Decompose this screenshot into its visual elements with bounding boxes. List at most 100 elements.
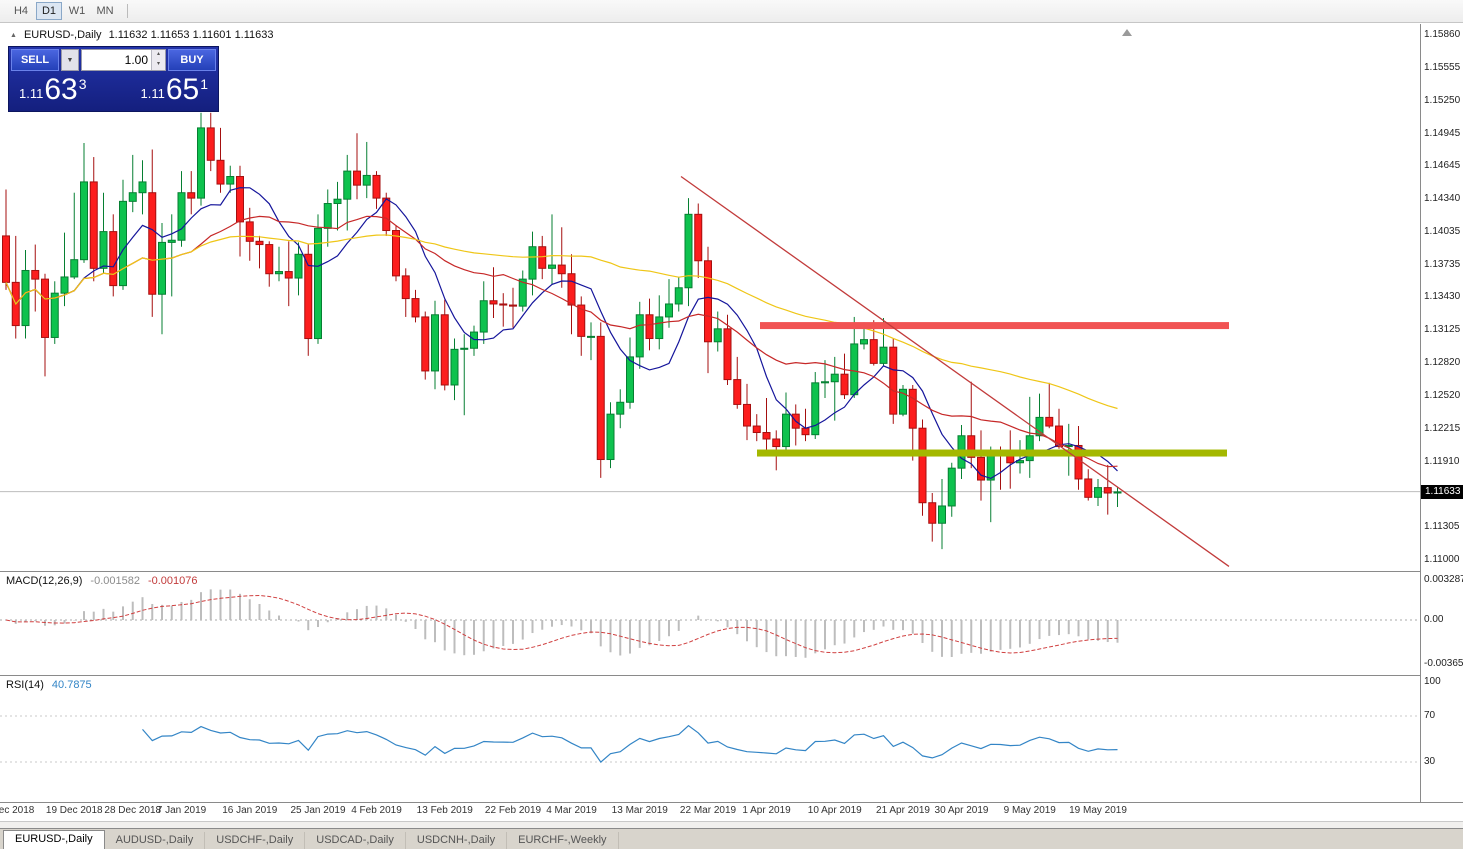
price-tick: 1.13125 <box>1424 324 1461 336</box>
ask-point: 1 <box>200 76 208 92</box>
price-chart-panel[interactable]: ▲ EURUSD-,Daily 1.11632 1.11653 1.11601 … <box>0 24 1420 571</box>
tab-usdcnh-daily[interactable]: USDCNH-,Daily <box>406 832 508 849</box>
date-label: 4 Mar 2019 <box>546 805 597 816</box>
date-label: 25 Jan 2019 <box>290 805 346 816</box>
timeframe-h4-button[interactable]: H4 <box>8 2 34 20</box>
price-tick: 1.15860 <box>1424 29 1461 40</box>
sell-button[interactable]: SELL <box>11 49 59 71</box>
date-label: 19 Dec 2018 <box>45 805 103 816</box>
spinner-down-icon[interactable]: ▾ <box>152 60 165 70</box>
chart-symbol-title: EURUSD-,Daily <box>23 29 102 41</box>
macd-chart <box>0 589 1420 658</box>
bid-point: 3 <box>78 76 87 92</box>
chart-symbol-icon: ▲ <box>10 31 17 39</box>
price-tick: 1.12820 <box>1424 357 1461 369</box>
rsi-value: 40.7875 <box>51 679 92 691</box>
rsi-axis-tick: 70 <box>1424 710 1436 721</box>
candlestick-chart[interactable] <box>0 24 1420 571</box>
date-label: 13 Feb 2019 <box>416 805 473 816</box>
tab-usdcad-daily[interactable]: USDCAD-,Daily <box>305 832 406 849</box>
date-label: 4 Feb 2019 <box>351 805 402 816</box>
rsi-chart <box>0 715 1420 763</box>
macd-axis-tick: 0.003287 <box>1424 574 1463 586</box>
buy-button[interactable]: BUY <box>168 49 216 71</box>
date-label: 28 Dec 2018 <box>104 805 162 816</box>
lot-spinner[interactable]: ▴ ▾ <box>151 50 165 70</box>
macd-histogram <box>14 589 1119 658</box>
rsi-name: RSI(14) <box>6 679 44 691</box>
price-tick: 1.14645 <box>1424 160 1461 172</box>
chart-shift-marker[interactable] <box>1122 29 1132 36</box>
lot-size-value: 1.00 <box>124 53 148 67</box>
macd-axis-tick: -0.003659 <box>1424 658 1463 670</box>
ask-prefix: 1.11 <box>140 86 165 101</box>
candles <box>2 112 1122 550</box>
lot-size-field[interactable]: 1.00 ▴ ▾ <box>81 49 166 71</box>
macd-indicator-panel[interactable]: MACD(12,26,9) -0.001582 -0.001076 <box>0 572 1420 675</box>
price-tick: 1.13735 <box>1424 258 1461 270</box>
lot-dropdown-button[interactable]: ▼ <box>61 49 79 71</box>
date-label: 30 Apr 2019 <box>934 805 989 816</box>
support-line <box>757 449 1227 457</box>
price-tick: 1.15555 <box>1424 61 1461 73</box>
rsi-axis-tick: 100 <box>1424 675 1441 687</box>
macd-label: MACD(12,26,9) -0.001582 -0.001076 <box>6 575 198 587</box>
date-label: 22 Mar 2019 <box>679 805 737 816</box>
timeframe-d1-button[interactable]: D1 <box>36 2 62 20</box>
macd-main-value: -0.001582 <box>90 575 140 587</box>
date-label: 19 May 2019 <box>1069 805 1127 816</box>
trade-controls-row: SELL ▼ 1.00 ▴ ▾ BUY <box>11 49 216 71</box>
date-label: 13 Mar 2019 <box>611 805 668 816</box>
tab-audusd-daily[interactable]: AUDUSD-,Daily <box>105 832 206 849</box>
rsi-indicator-panel[interactable]: RSI(14) 40.7875 <box>0 676 1420 802</box>
descending-trendline <box>680 175 1230 567</box>
tab-eurusd-daily[interactable]: EURUSD-,Daily <box>3 830 105 849</box>
date-label: 22 Feb 2019 <box>484 805 542 816</box>
date-label: 21 Apr 2019 <box>876 805 930 816</box>
chart-tab-bar: EURUSD-,Daily AUDUSD-,Daily USDCHF-,Dail… <box>0 828 1463 849</box>
ask-pips: 65 <box>165 73 200 106</box>
macd-signal-line <box>5 594 1118 654</box>
horizontal-scrollbar[interactable] <box>0 821 1463 828</box>
price-tick: 1.11000 <box>1424 553 1460 565</box>
ask-price: 1.11 65 1 <box>140 75 208 105</box>
resistance-line <box>760 322 1229 330</box>
chart-caption: ▲ EURUSD-,Daily 1.11632 1.11653 1.11601 … <box>10 29 274 41</box>
spinner-up-icon[interactable]: ▴ <box>152 50 165 60</box>
date-label: 9 May 2019 <box>1003 805 1056 816</box>
price-axis <box>1421 24 1463 802</box>
bid-pips: 63 <box>44 73 78 106</box>
price-tick: 1.15250 <box>1424 94 1461 106</box>
date-label: 16 Jan 2019 <box>222 805 278 816</box>
date-label: 7 Jan 2019 <box>156 805 207 816</box>
timeframe-mn-button[interactable]: MN <box>92 2 118 20</box>
tab-usdchf-daily[interactable]: USDCHF-,Daily <box>205 832 306 849</box>
price-tick: 1.14035 <box>1424 226 1461 238</box>
date-label: 1 Apr 2019 <box>742 805 791 816</box>
macd-axis-tick: 0.00 <box>1424 614 1444 625</box>
trade-quotes-row: 1.11 63 3 1.11 65 1 <box>9 73 218 111</box>
chevron-down-icon: ▼ <box>66 56 74 64</box>
macd-signal-value: -0.001076 <box>147 575 198 587</box>
rsi-line <box>142 724 1118 763</box>
date-label: 10 Apr 2019 <box>807 805 862 816</box>
price-tick: 1.13430 <box>1424 291 1461 303</box>
timeframe-w1-button[interactable]: W1 <box>64 2 90 20</box>
price-tick: 1.11305 <box>1424 521 1460 533</box>
macd-name: MACD(12,26,9) <box>6 575 83 587</box>
ma-8-line <box>5 187 1118 480</box>
price-axis-border <box>1420 24 1421 802</box>
price-tick: 1.12215 <box>1424 422 1461 434</box>
one-click-trading-panel: SELL ▼ 1.00 ▴ ▾ BUY 1.11 63 3 1 <box>8 46 219 112</box>
tab-eurchf-weekly[interactable]: EURCHF-,Weekly <box>507 832 619 849</box>
rsi-label: RSI(14) 40.7875 <box>6 679 92 691</box>
bid-price: 1.11 63 3 <box>19 75 87 105</box>
price-tick: 1.14945 <box>1424 127 1461 139</box>
panel-separator[interactable] <box>0 675 1463 676</box>
panel-separator <box>0 802 1463 803</box>
price-tick: 1.14340 <box>1424 193 1461 205</box>
panel-separator[interactable] <box>0 571 1463 572</box>
date-label: 10 Dec 2018 <box>0 805 35 816</box>
